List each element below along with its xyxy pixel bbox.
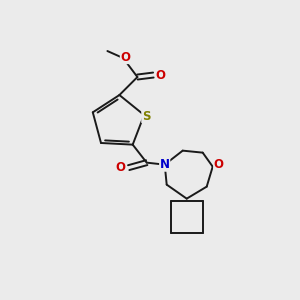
Text: S: S <box>142 110 150 122</box>
Text: O: O <box>120 50 130 64</box>
Text: O: O <box>155 68 165 82</box>
Text: N: N <box>160 158 170 171</box>
Text: O: O <box>214 158 224 171</box>
Text: O: O <box>116 161 126 174</box>
